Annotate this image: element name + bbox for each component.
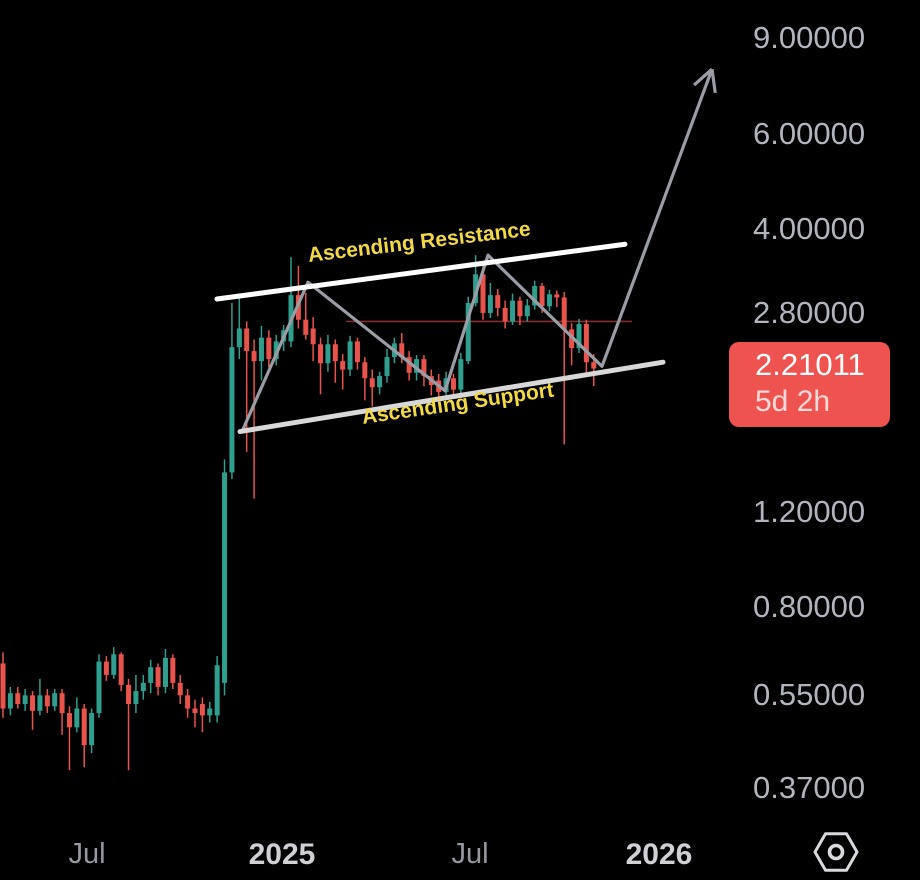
price-tick: 4.00000 [753, 211, 866, 247]
price-tick: 0.80000 [753, 589, 866, 625]
price-tick: 6.00000 [753, 115, 866, 151]
time-tick: Jul [68, 838, 106, 870]
quick-settings-button[interactable] [812, 830, 860, 874]
price-tick: 1.20000 [753, 494, 866, 529]
time-tick: Jul [451, 838, 489, 870]
price-tick: 0.55000 [753, 677, 866, 713]
trendlines-layer[interactable] [214, 241, 666, 435]
candles-layer [0, 255, 597, 771]
price-tick: 9.00000 [753, 20, 866, 56]
last-price-label[interactable]: 2.21011 5d 2h [729, 342, 890, 427]
trendline-ascending-resistance[interactable] [214, 241, 628, 302]
last-price-value: 2.21011 [755, 347, 865, 382]
hexagon-dot-icon [813, 832, 859, 872]
bar-close-countdown: 5d 2h [755, 385, 831, 418]
trendline-ascending-support[interactable] [237, 359, 666, 435]
price-tick: 2.80000 [753, 294, 866, 330]
price-tick: 0.37000 [753, 770, 866, 806]
projection-arrow-drawing[interactable] [240, 67, 717, 433]
time-tick: 2025 [248, 838, 316, 871]
time-tick: 2026 [625, 838, 693, 871]
